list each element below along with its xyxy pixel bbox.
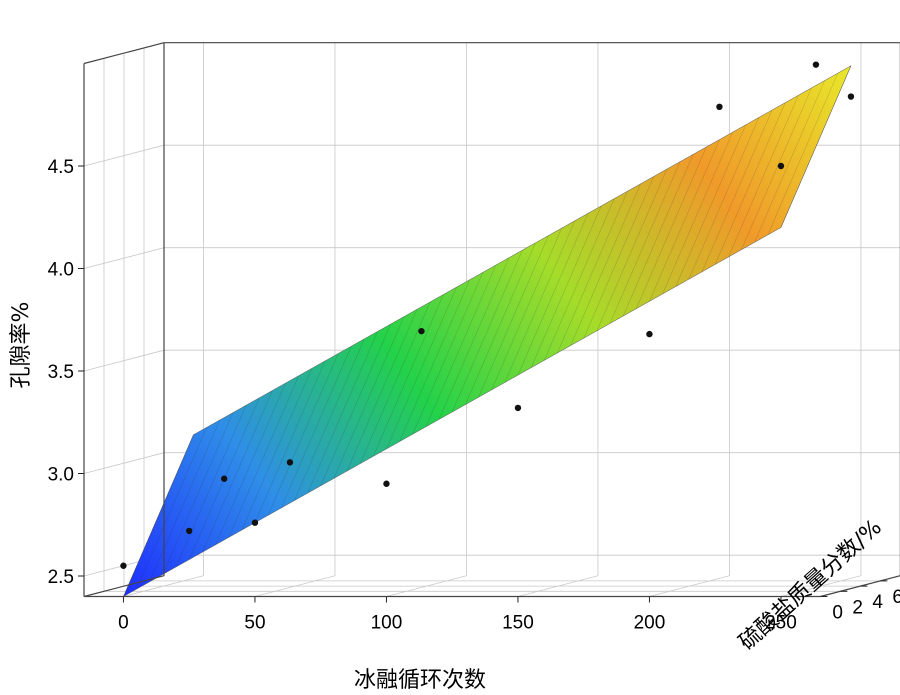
scatter-point	[251, 519, 259, 526]
mesh-line	[373, 294, 444, 457]
mesh-line	[241, 368, 313, 531]
mesh-line	[320, 323, 391, 486]
mesh-line	[688, 117, 760, 280]
mesh-line	[530, 205, 602, 368]
scatter-point	[186, 527, 193, 535]
scatter-point	[514, 404, 522, 412]
mesh-line	[543, 198, 615, 361]
mesh-line	[583, 176, 654, 339]
scatter-point	[646, 330, 653, 338]
mesh-line	[399, 279, 470, 442]
z-tick-label: 3.0	[48, 465, 74, 486]
mesh-line	[307, 331, 378, 494]
mesh-line	[280, 346, 352, 509]
scatter-point	[418, 327, 425, 335]
mesh-line	[438, 257, 510, 420]
surface-patch	[122, 65, 852, 598]
x-tick-label: 200	[634, 613, 666, 634]
x-tick-label: 250	[765, 613, 797, 634]
mesh-line	[478, 235, 549, 398]
mesh-line	[175, 405, 247, 568]
scatter-point	[847, 93, 855, 100]
grid-line	[83, 247, 900, 269]
y-tick-label: 6	[892, 587, 900, 608]
mesh-line	[425, 264, 497, 427]
mesh-line	[714, 102, 786, 265]
scatter-point	[120, 562, 127, 569]
mesh-line	[149, 419, 221, 582]
x-tick-label: 0	[118, 613, 129, 634]
mesh-line	[294, 338, 365, 501]
mesh-line	[136, 427, 207, 590]
mesh-line	[451, 250, 523, 413]
box-edge	[83, 575, 165, 598]
scatter-point	[383, 480, 390, 487]
grid-line	[386, 42, 467, 597]
mesh-line	[346, 309, 418, 472]
y-tick-label: 2	[852, 597, 863, 618]
mesh-line	[636, 146, 707, 309]
mesh-line	[202, 390, 273, 553]
mesh-line	[622, 154, 694, 317]
mesh-line	[596, 169, 668, 331]
mesh-line	[254, 360, 326, 523]
mesh-line	[228, 375, 299, 538]
grid-line	[123, 42, 204, 597]
mesh-line	[754, 80, 825, 243]
mesh-line	[557, 191, 628, 354]
z-tick-label: 4.0	[48, 260, 74, 281]
mesh-line	[215, 383, 286, 545]
grid-line	[254, 42, 336, 597]
box-edge	[83, 42, 165, 65]
mesh-line	[517, 213, 589, 376]
grid-line	[780, 42, 862, 597]
surface	[122, 65, 852, 598]
z-tick-label: 4.5	[48, 157, 74, 178]
mesh-line	[767, 73, 839, 235]
x-axis-title: 冰融循环次数	[354, 668, 486, 693]
scatter-point	[777, 162, 785, 170]
mesh-line	[701, 109, 773, 272]
mesh-line	[504, 220, 576, 383]
mesh-line	[465, 242, 536, 405]
scatter-point	[716, 103, 723, 111]
y-tick-label: 0	[832, 603, 843, 624]
scatter-point	[221, 475, 228, 482]
mesh-line	[162, 412, 234, 575]
x-tick-label: 100	[371, 613, 403, 634]
scatter-point	[812, 61, 820, 68]
mesh-line	[662, 132, 733, 295]
mesh-line	[491, 228, 562, 390]
scatter-points	[120, 61, 855, 569]
mesh-line	[333, 316, 405, 479]
mesh-line	[780, 65, 852, 228]
grid-line	[83, 554, 900, 577]
mesh-line	[412, 272, 484, 435]
y-tick-label: 4	[872, 592, 883, 613]
mesh-line	[728, 95, 799, 258]
mesh-line	[123, 434, 194, 597]
mesh-line	[741, 87, 812, 250]
z-tick-label: 2.5	[48, 567, 74, 588]
z-tick-label: 3.5	[48, 362, 74, 383]
mesh-line	[359, 301, 431, 464]
x-tick-label: 150	[502, 613, 534, 634]
mesh-line	[267, 353, 339, 516]
grid-line	[649, 42, 730, 597]
mesh-line	[675, 124, 747, 287]
mesh-line	[649, 139, 720, 302]
mesh-line	[609, 161, 681, 324]
z-axis-title: 孔隙率%	[9, 302, 34, 389]
scatter-point	[286, 459, 294, 466]
axes-box	[83, 42, 900, 598]
mesh-line	[570, 183, 641, 346]
mesh-line	[386, 287, 457, 450]
x-tick-label: 50	[244, 613, 265, 634]
